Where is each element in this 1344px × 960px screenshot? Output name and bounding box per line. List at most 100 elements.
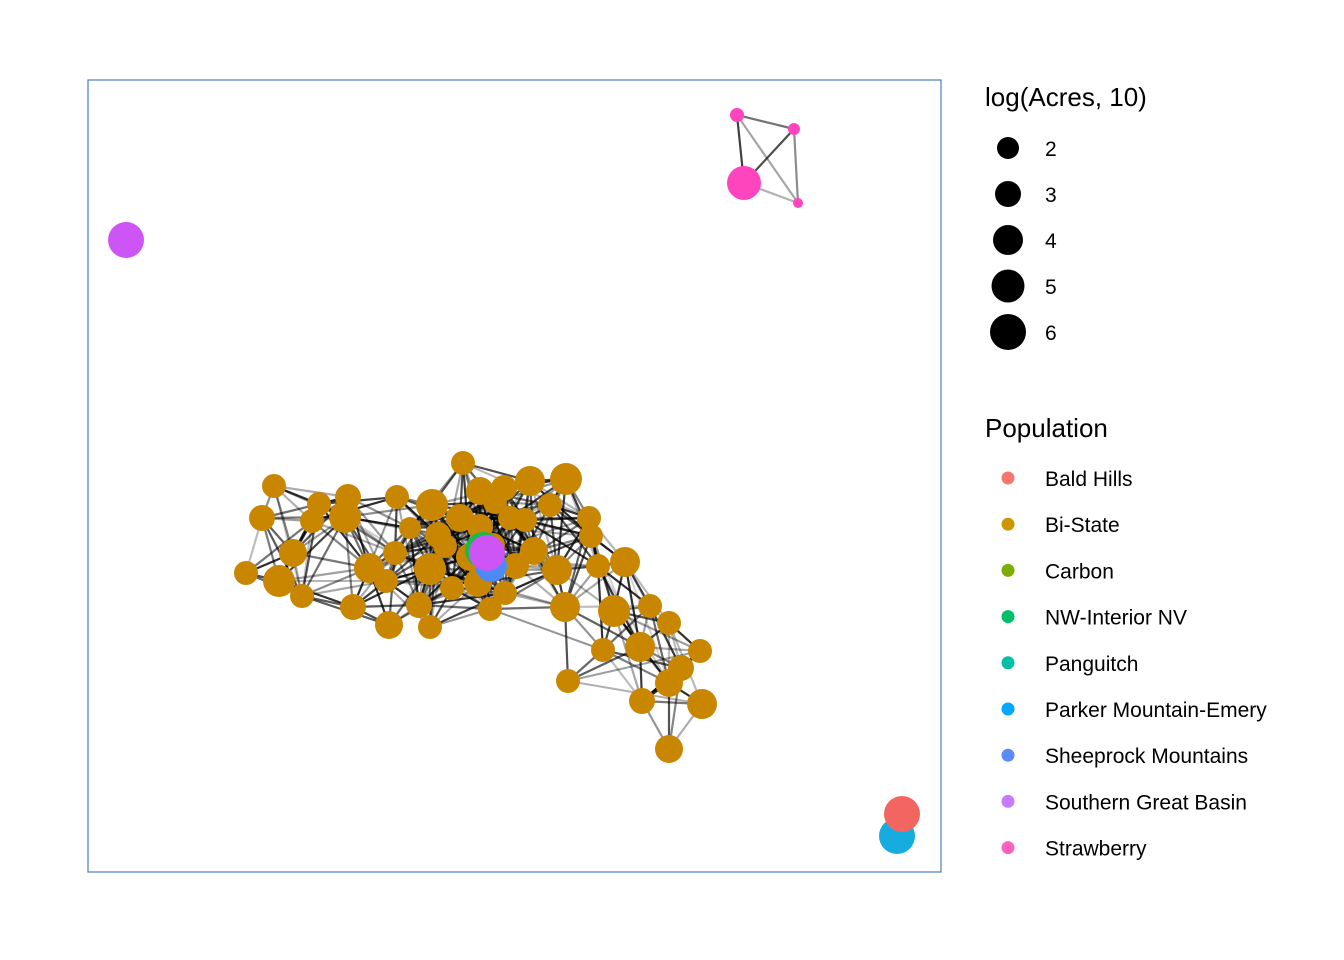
color-legend-label: Panguitch — [1045, 653, 1138, 676]
node-bi-state — [433, 534, 457, 558]
node-bi-state — [591, 638, 615, 662]
network-edge — [477, 581, 566, 609]
node-bi-state — [375, 611, 403, 639]
node-bi-state — [329, 501, 361, 533]
node-bi-state — [451, 451, 475, 475]
network-edge — [344, 516, 431, 570]
node-bi-state — [263, 565, 295, 597]
node-bi-state — [383, 541, 407, 565]
color-legend-label: NW-Interior NV — [1045, 607, 1187, 630]
size-legend-label: 2 — [1045, 138, 1057, 161]
size-legend-label: 3 — [1045, 184, 1057, 207]
network-edges — [244, 113, 800, 750]
network-edge — [479, 526, 592, 537]
color-legend-label: Sheeprock Mountains — [1045, 745, 1248, 768]
node-bi-state — [688, 639, 712, 663]
node-bi-state — [687, 689, 717, 719]
color-legend-key — [1001, 794, 1015, 808]
node-bi-state — [249, 505, 275, 531]
node-bi-state — [655, 735, 683, 763]
color-legend-key — [1001, 563, 1015, 577]
node-bi-state — [440, 576, 464, 600]
node-bi-state — [374, 569, 398, 593]
network-edge — [503, 517, 512, 594]
node-bi-state — [478, 597, 502, 621]
node-bi-state — [538, 493, 562, 517]
node-bi-state — [399, 517, 421, 539]
node-bi-state — [279, 539, 307, 567]
node-bi-state — [625, 632, 655, 662]
node-bi-state — [550, 592, 580, 622]
node-bi-state — [586, 554, 610, 578]
size-legend-label: 5 — [1045, 276, 1057, 299]
node-bi-state — [234, 561, 258, 585]
node-bi-state — [655, 669, 683, 697]
node-bi-state — [414, 553, 446, 585]
size-legend-key — [997, 137, 1019, 159]
color-legend-key — [1001, 841, 1015, 855]
node-strawberry — [793, 198, 803, 208]
color-legend-key — [1001, 517, 1015, 531]
network-edge — [489, 608, 604, 651]
node-bi-state — [418, 615, 442, 639]
node-bi-state — [610, 547, 640, 577]
color-legend-key — [1001, 471, 1015, 485]
color-legend-key — [1001, 702, 1015, 716]
network-edge — [300, 520, 314, 597]
color-legend-label: Bald Hills — [1045, 468, 1133, 491]
color-legend-label: Southern Great Basin — [1045, 791, 1247, 814]
node-strawberry — [788, 123, 800, 135]
size-legend-key — [993, 225, 1023, 255]
node-bi-state — [416, 489, 448, 521]
node-bald-hills — [884, 796, 920, 832]
color-legend-label: Bi-State — [1045, 514, 1120, 537]
node-bi-state — [579, 524, 603, 548]
node-southern-great-basin — [469, 535, 505, 571]
color-legend-key — [1001, 656, 1015, 670]
node-bi-state — [577, 506, 601, 530]
node-bi-state — [483, 490, 507, 514]
node-bi-state — [520, 537, 548, 565]
panel-border — [87, 79, 942, 873]
node-bi-state — [629, 688, 655, 714]
node-bi-state — [493, 581, 517, 605]
color-legend-label: Carbon — [1045, 560, 1114, 583]
network-nodes — [108, 108, 920, 854]
plot-panel — [87, 79, 942, 873]
network-edge — [245, 520, 313, 574]
size-legend-key — [995, 181, 1021, 207]
node-bi-state — [446, 504, 474, 532]
color-legend-key — [1001, 748, 1015, 762]
network-edge — [301, 579, 387, 598]
node-bi-state — [503, 553, 529, 579]
node-bi-state — [290, 584, 314, 608]
node-bi-state — [385, 485, 409, 509]
size-legend-label: 6 — [1045, 322, 1057, 345]
node-bi-state — [657, 611, 681, 635]
color-legend-label: Parker Mountain-Emery — [1045, 699, 1267, 722]
node-bi-state — [300, 509, 324, 533]
color-legend: Population Bald Hills Bi-State Carbon NW-In… — [985, 413, 1267, 861]
node-bi-state — [515, 466, 545, 496]
node-southern-great-basin — [108, 222, 144, 258]
node-bi-state — [638, 594, 662, 618]
network-edge — [736, 113, 795, 131]
size-legend-key — [990, 314, 1026, 350]
node-strawberry — [727, 166, 761, 200]
node-bi-state — [550, 463, 582, 495]
color-legend-label: Strawberry — [1045, 838, 1147, 861]
network-edge — [792, 128, 800, 204]
node-bi-state — [340, 594, 366, 620]
color-legend-title: Population — [985, 413, 1108, 443]
size-legend-label: 4 — [1045, 230, 1057, 253]
network-edge — [549, 504, 599, 567]
node-bi-state — [542, 555, 572, 585]
node-bi-state — [598, 595, 630, 627]
node-bi-state — [556, 669, 580, 693]
network-edge — [418, 591, 506, 607]
node-bi-state — [262, 474, 286, 498]
node-strawberry — [730, 108, 744, 122]
color-legend-key — [1001, 610, 1015, 624]
size-legend: log(Acres, 10) 2 3 4 5 6 — [985, 82, 1147, 350]
